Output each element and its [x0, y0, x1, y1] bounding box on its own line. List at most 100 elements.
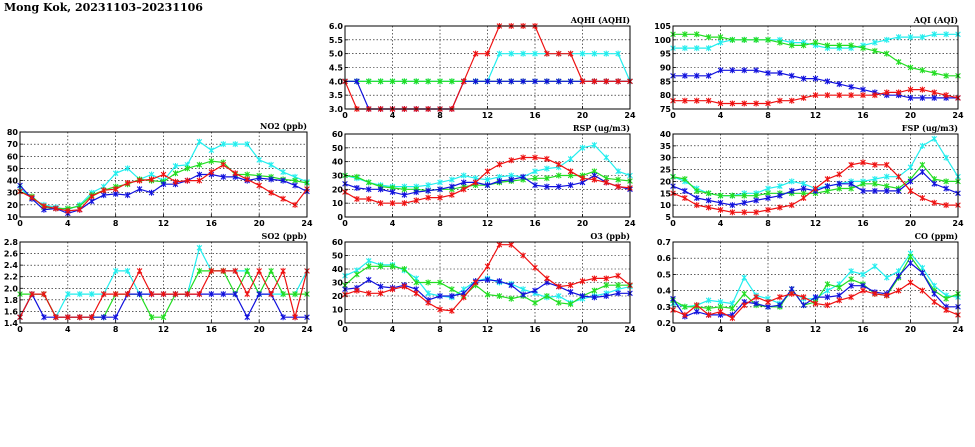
data-point [729, 67, 736, 74]
data-point [615, 272, 621, 279]
y-tick-label: 0.6 [657, 254, 672, 263]
data-point [124, 192, 131, 199]
data-point [943, 178, 949, 185]
data-point [389, 200, 396, 207]
y-tick-label: 30 [332, 279, 344, 288]
data-point [788, 72, 795, 79]
y-tick-label: 2.0 [4, 284, 19, 293]
y-tick-label: 85 [660, 77, 672, 86]
data-point [693, 195, 700, 202]
x-tick-label: 0 [670, 219, 676, 228]
data-point [872, 187, 878, 194]
data-point [136, 291, 143, 298]
data-point [693, 45, 700, 52]
data-point [232, 267, 239, 274]
data-point [848, 92, 854, 99]
data-point [919, 34, 926, 41]
data-point [354, 78, 360, 85]
data-point [484, 50, 491, 57]
y-tick-label: 80 [660, 91, 672, 100]
data-point [425, 182, 431, 189]
y-tick-label: 6.0 [329, 22, 344, 31]
chart-title: AQI (AQI) [913, 15, 958, 25]
x-tick-label: 4 [718, 325, 724, 334]
data-point [520, 252, 526, 259]
data-point [765, 100, 771, 107]
data-point [729, 100, 736, 107]
data-point [907, 86, 914, 93]
data-point [508, 295, 515, 302]
data-point [682, 311, 688, 318]
data-point [682, 72, 688, 79]
data-point [520, 173, 526, 180]
data-point [836, 92, 843, 99]
y-tick-label: 10 [332, 306, 344, 315]
data-point [244, 141, 250, 148]
data-point [532, 182, 538, 189]
data-point [907, 34, 914, 41]
chart-panel-o3: 0 10 20 30 40 50 60 0 4 8 12 16 20 24 O3 (ppb) [332, 231, 636, 334]
x-tick-label: 20 [577, 111, 589, 120]
data-point [705, 34, 712, 41]
data-point [389, 263, 396, 270]
data-point [919, 86, 926, 93]
y-tick-label: 15 [660, 189, 672, 198]
data-point [208, 291, 215, 298]
data-point [860, 45, 866, 52]
data-point [788, 290, 795, 297]
data-point [53, 314, 59, 321]
data-point [615, 176, 621, 183]
data-point [256, 267, 262, 274]
data-point [532, 264, 538, 271]
data-point [496, 241, 503, 248]
data-point [682, 195, 688, 202]
data-point [943, 202, 949, 209]
data-point [112, 291, 119, 298]
data-point [693, 97, 700, 104]
data-point [208, 158, 215, 165]
data-point [377, 290, 384, 297]
y-tick-label: 5.0 [329, 50, 344, 59]
data-point [532, 78, 538, 85]
data-point [567, 301, 574, 308]
chart-title: AQHI (AQHI) [570, 15, 631, 25]
y-tick-label: 3.5 [329, 91, 344, 100]
series-blue [670, 168, 961, 209]
data-point [460, 294, 467, 301]
data-point [717, 100, 724, 107]
data-point [472, 279, 479, 286]
data-point [413, 197, 420, 204]
data-point [389, 78, 396, 85]
data-point [280, 169, 286, 176]
data-point [788, 202, 795, 209]
data-point [693, 187, 700, 194]
data-point [800, 75, 807, 82]
data-point [555, 50, 562, 57]
data-point [753, 197, 759, 204]
data-point [136, 267, 143, 274]
data-point [292, 182, 298, 189]
data-point [919, 195, 926, 202]
data-point [437, 186, 443, 193]
x-tick-label: 12 [810, 111, 821, 120]
data-point [907, 94, 914, 101]
data-point [460, 179, 467, 186]
plot-frame [672, 241, 959, 324]
data-point [812, 75, 819, 82]
data-point [401, 191, 408, 198]
data-point [196, 177, 203, 184]
data-point [280, 291, 286, 298]
data-point [812, 39, 819, 46]
x-tick-label: 20 [254, 325, 266, 334]
data-point [800, 195, 807, 202]
data-point [532, 154, 538, 161]
data-point [365, 257, 372, 264]
data-point [931, 180, 938, 187]
data-point [389, 286, 396, 293]
data-point [729, 315, 736, 322]
y-tick-label: 2.2 [4, 273, 18, 282]
data-point [401, 78, 408, 85]
x-tick-label: 20 [905, 219, 917, 228]
data-point [532, 168, 538, 175]
data-point [883, 292, 890, 299]
